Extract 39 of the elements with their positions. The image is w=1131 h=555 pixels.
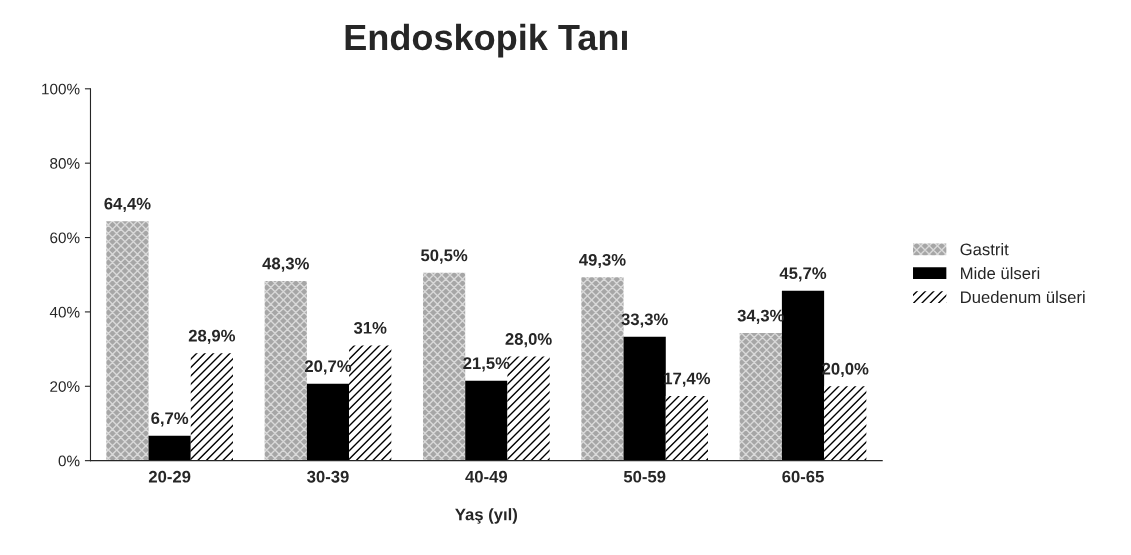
bar — [465, 380, 508, 461]
legend-label: Gastrit — [960, 243, 1009, 256]
bar — [190, 353, 233, 461]
y-tick-label: 60% — [50, 232, 80, 244]
legend-label: Duedenum ülseri — [961, 290, 1085, 304]
bar — [623, 336, 666, 461]
data-label: 28,9% — [188, 329, 236, 344]
bar — [349, 345, 392, 461]
data-label: 49,3% — [579, 253, 626, 269]
data-label: 48,3% — [262, 257, 309, 272]
x-tick-label: 50-59 — [623, 470, 666, 483]
y-tick-label: 40% — [49, 306, 80, 318]
bar — [264, 281, 307, 461]
data-label: 33,3% — [621, 313, 668, 328]
y-tick-label: 20% — [50, 381, 80, 392]
data-label: 64,4% — [104, 197, 151, 212]
data-label: 45,7% — [779, 267, 827, 282]
data-label: 21,5% — [463, 357, 510, 372]
bar — [739, 333, 782, 461]
x-tick-label: 60-65 — [782, 470, 824, 483]
y-tick-label: 80% — [50, 158, 80, 169]
data-label: 20,7% — [304, 360, 352, 375]
x-tick-label: 40-49 — [465, 470, 508, 483]
bar — [824, 386, 867, 461]
x-tick-label: 20-29 — [148, 470, 191, 483]
chart-title: Endoskopik Tanı — [345, 23, 627, 58]
data-label: 28,0% — [505, 333, 552, 348]
y-tick-label: 0% — [58, 455, 80, 467]
bar — [106, 221, 149, 461]
data-label: 50,5% — [420, 249, 468, 264]
data-label: 31% — [353, 321, 387, 334]
x-tick-label: 30-39 — [307, 470, 349, 483]
legend-label: Mide ülseri — [961, 266, 1040, 280]
data-label: 6,7% — [151, 412, 189, 427]
bar — [148, 435, 191, 461]
bar — [306, 383, 350, 461]
bar — [665, 395, 709, 461]
x-axis-title: Yaş (yıl) — [455, 508, 517, 524]
y-tick-label: 100% — [42, 83, 80, 95]
